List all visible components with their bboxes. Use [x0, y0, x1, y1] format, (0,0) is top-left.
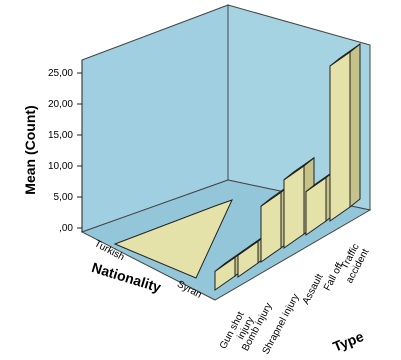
z-axis-title: Type — [330, 328, 366, 355]
y-tick-label: 15,00 — [48, 130, 73, 141]
bars — [113, 42, 361, 291]
y-tick-label: 25,00 — [48, 68, 73, 79]
y-tick-label: 10,00 — [48, 161, 73, 172]
bar-top — [283, 157, 315, 181]
y-axis-title: Mean (Count) — [22, 105, 38, 194]
y-tick-label: 20,00 — [48, 99, 73, 110]
y-tick-label: 5,00 — [54, 192, 74, 203]
y-tick-label: ,00 — [59, 223, 73, 234]
chart-walls — [80, 4, 372, 301]
bar-side — [349, 42, 361, 209]
y-axis-ticks: 25,00 20,00 15,00 10,00 5,00 ,00 — [48, 68, 82, 234]
bar-top — [329, 43, 361, 67]
bar — [113, 199, 233, 279]
type-tick-label: Assault — [301, 272, 326, 306]
bar-front — [329, 51, 351, 222]
type-tick-label: Trafficaccident — [335, 242, 372, 285]
type-tick-label: Shrapnel injury — [261, 292, 302, 356]
bar — [329, 42, 361, 222]
